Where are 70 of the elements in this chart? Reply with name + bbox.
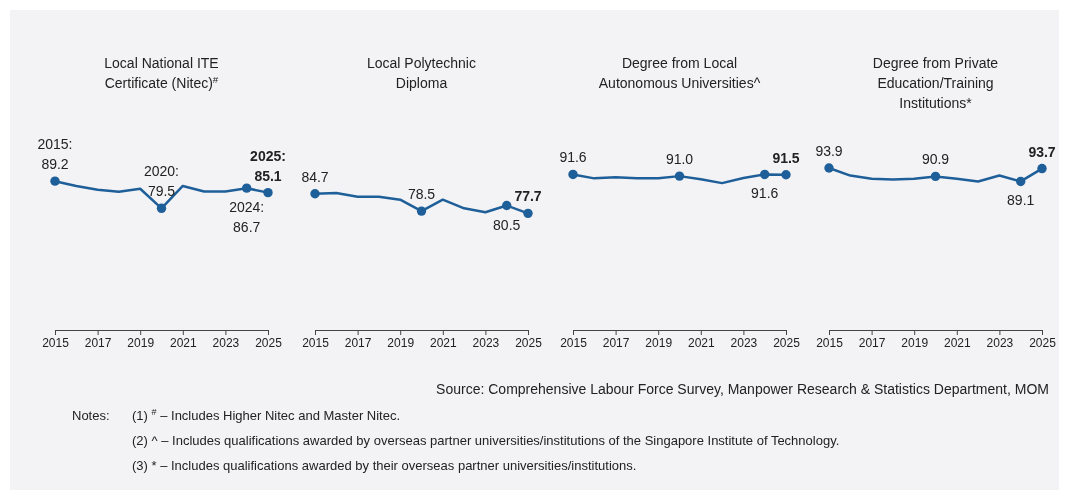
text: (1) $^{#}$ – Includes Higher Nitec and Master Nitec. (132, 407, 401, 423)
x-tick-label: 2015 (816, 335, 844, 350)
source-note: Source: Comprehensive Labour Force Survey, Manpower Research & Statistics Department, MOM (436, 381, 1049, 397)
point (50, 176, 60, 186)
x-tick-label: 2017 (602, 335, 630, 350)
data-label: 89.1 (1007, 192, 1035, 209)
x-tick-label: 2021 (169, 335, 197, 350)
point (523, 208, 533, 219)
value-label: 89.1 (1007, 176, 1035, 209)
point (242, 183, 252, 193)
value-label: 78.5 (407, 186, 436, 216)
point (1016, 176, 1026, 187)
x-tick-label: 2019 (645, 335, 673, 350)
value-label: 2015: 89.2 (37, 136, 73, 186)
point (1037, 163, 1047, 174)
data-label: 2020: 79.5 (143, 163, 180, 200)
value-label: 91.6 (559, 149, 587, 180)
data-label: 91.6 (559, 149, 587, 166)
data-label: 93.7 (1028, 143, 1056, 160)
data-label: 2024: 86.7 (229, 199, 265, 236)
value-label: 91.0 (665, 151, 694, 181)
x-tick-label: 2025 (255, 335, 283, 350)
x-tick-label: 2021 (687, 335, 715, 350)
x-tick-label: 2023 (730, 335, 758, 350)
x-tick-label: 2017 (84, 335, 112, 350)
data-label: 91.6 (751, 185, 779, 202)
point (416, 206, 427, 216)
point (156, 203, 167, 214)
point (824, 163, 834, 173)
x-tick-label: 2023 (986, 335, 1014, 350)
data-label: 78.5 (407, 186, 436, 203)
text: (3) * – Includes qualifications awarded by their overseas partner universities/institutions. (132, 458, 637, 473)
x-tick-label: 2017 (344, 335, 372, 350)
chart-title: Local National ITE Certificate (Nitec)$^{#}$ (104, 55, 219, 91)
value-label: 93.9 (815, 143, 843, 173)
point (930, 171, 941, 182)
value-label: 93.7 (1028, 143, 1056, 174)
point (310, 189, 320, 199)
x-tick-label: 2015 (302, 335, 330, 350)
value-label: 84.7 (301, 168, 329, 199)
point (502, 200, 512, 211)
data-label: 91.5 (772, 149, 800, 166)
text: (2) ^ – Includes qualifications awarded by overseas partner universities/institutions of the Singapore Institute of Technology. (132, 433, 840, 448)
x-tick-label: 2021 (429, 335, 457, 350)
chart-title: Degree from Local Autonomous Universities^ (598, 55, 761, 91)
data-label: 91.0 (665, 151, 694, 168)
point (263, 187, 273, 198)
x-tick-label: 2015 (42, 335, 70, 350)
x-tick-label: 2019 (387, 335, 415, 350)
x-tick-label: 2025 (1029, 335, 1057, 350)
data-label: 2025: 85.1 (250, 147, 286, 184)
data-label: 2015: 89.2 (37, 136, 73, 173)
data-label: 80.5 (493, 216, 521, 233)
x-tick-label: 2017 (858, 335, 886, 350)
data-label: 90.9 (921, 151, 950, 168)
x-tick-label: 2023 (212, 335, 240, 350)
x-tick-label: 2023 (472, 335, 500, 350)
data-label: 84.7 (301, 168, 329, 185)
value-label: 90.9 (921, 151, 950, 182)
x-tick-label: 2025 (515, 335, 543, 350)
x-tick-label: 2021 (943, 335, 971, 350)
text: Notes: (72, 408, 110, 423)
x-tick-label: 2019 (901, 335, 929, 350)
chart-title: Local Polytechnic Diploma (367, 55, 476, 91)
chart-title: Degree from Private Education/Training Institutions* (872, 55, 999, 111)
value-label: 2020: 79.5 (144, 163, 179, 213)
x-tick-label: 2019 (127, 335, 155, 350)
x-tick-label: 2025 (773, 335, 801, 350)
x-tick-label: 2015 (560, 335, 588, 350)
data-label: 93.9 (815, 143, 843, 159)
